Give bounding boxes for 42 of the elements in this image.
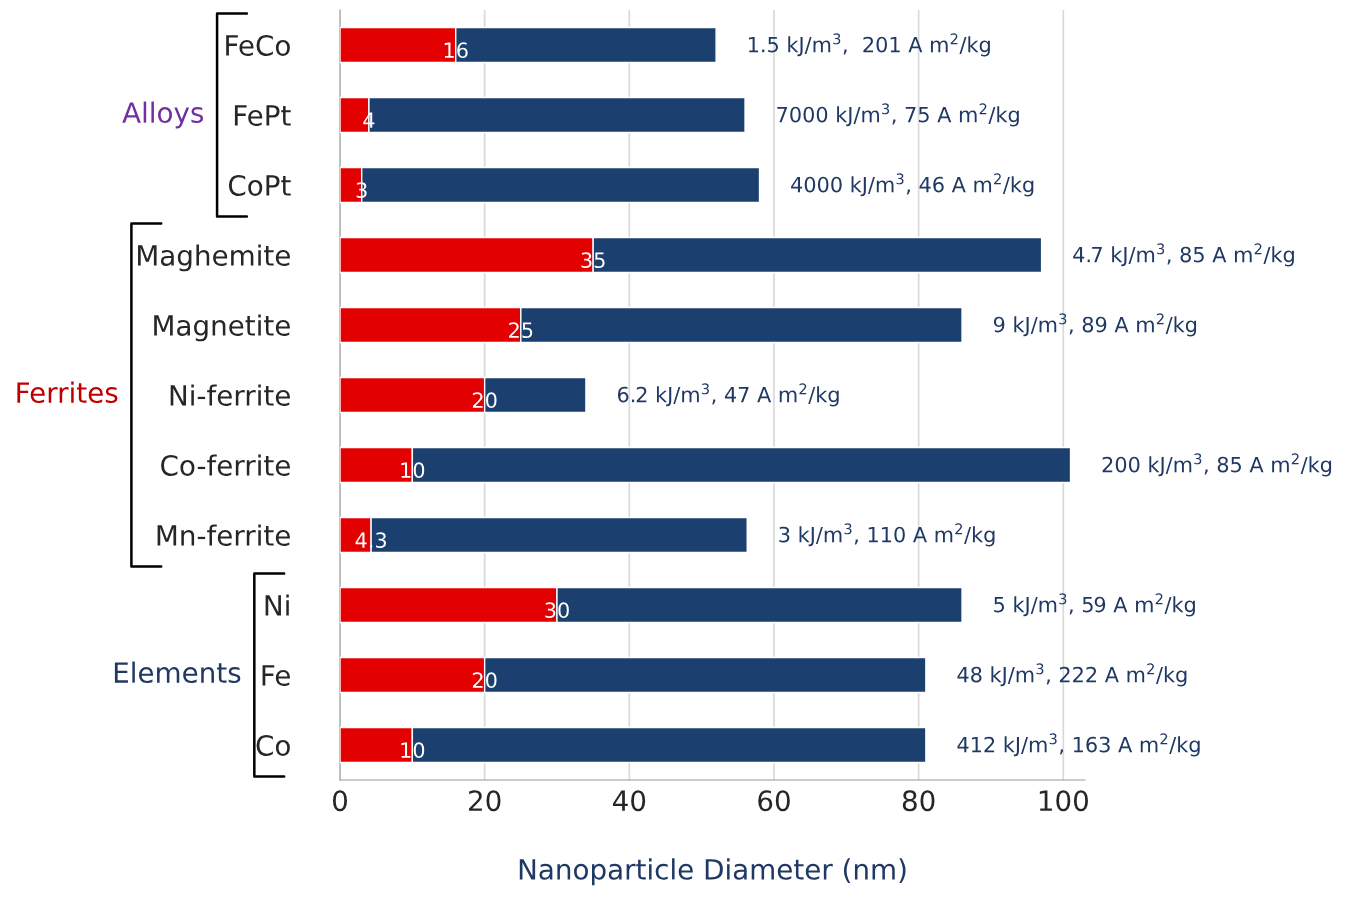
data-label: 16 xyxy=(444,42,468,59)
data-label: 35 xyxy=(581,252,605,269)
data-label: 4 xyxy=(363,112,375,128)
annotation: 5 kJ/m$^{3}$, 59 A m$^{2}$/kg xyxy=(994,593,1195,617)
annotation: 412 kJ/m$^{3}$, 163 A m$^{2}$/kg xyxy=(957,733,1200,757)
x-tick-label: 80 xyxy=(902,790,935,812)
y-tick-label: CoPt xyxy=(228,174,291,196)
x-tick-label: 60 xyxy=(758,790,790,812)
y-tick-label: Magnetite xyxy=(154,314,290,342)
data-label: 4.3 xyxy=(355,532,386,549)
data-label: 10 xyxy=(401,462,425,479)
text: Alloys xyxy=(122,101,204,129)
y-tick-label: Co xyxy=(256,734,290,756)
annotation: 200 kJ/m$^{3}$, 85 A m$^{2}$/kg xyxy=(1102,453,1332,477)
annotation: 7000 kJ/m$^{3}$, 75 A m$^{2}$/kg xyxy=(777,103,1019,127)
x-tick-label: 100 xyxy=(1039,790,1088,812)
y-tick-label: Mn-ferrite xyxy=(157,524,290,546)
y-tick-label: FePt xyxy=(234,105,291,126)
annotation: 1.5 kJ/m$^{3}$, 201 A m$^{2}$/kg xyxy=(748,33,990,57)
text: Ferrites xyxy=(17,381,118,404)
data-label: 20 xyxy=(472,672,497,689)
y-tick-label: Ni-ferrite xyxy=(170,384,290,406)
data-label: 25 xyxy=(509,322,533,339)
annotation: 4000 kJ/m$^{3}$, 46 A m$^{2}$/kg xyxy=(791,173,1034,197)
data-label: 20 xyxy=(472,392,497,409)
x-tick-label: 40 xyxy=(613,790,646,812)
y-tick-label: FeCo xyxy=(226,34,290,56)
annotation: 48 kJ/m$^{3}$, 222 A m$^{2}$/kg xyxy=(957,663,1187,687)
text: Elements xyxy=(114,661,241,684)
x-tick-label: 0 xyxy=(332,790,347,812)
data-label: 10 xyxy=(401,742,425,759)
y-tick-label: Ni xyxy=(265,594,289,616)
annotation: 4.7 kJ/m$^{3}$, 85 A m$^{2}$/kg xyxy=(1073,243,1294,267)
annotation: 9 kJ/m$^{3}$, 89 A m$^{2}$/kg xyxy=(993,313,1197,337)
annotation: 3 kJ/m$^{3}$, 110 A m$^{2}$/kg xyxy=(779,523,995,547)
y-tick-label: Co-ferrite xyxy=(161,454,290,476)
annotation: 6.2 kJ/m$^{3}$, 47 A m$^{2}$/kg xyxy=(617,383,839,407)
x-axis-title: Nanoparticle Diameter (nm) xyxy=(519,858,906,886)
y-tick-label: Maghemite xyxy=(138,244,290,272)
x-tick-label: 20 xyxy=(469,790,501,812)
y-tick-label: Fe xyxy=(262,665,290,686)
data-label: 30 xyxy=(545,602,569,619)
